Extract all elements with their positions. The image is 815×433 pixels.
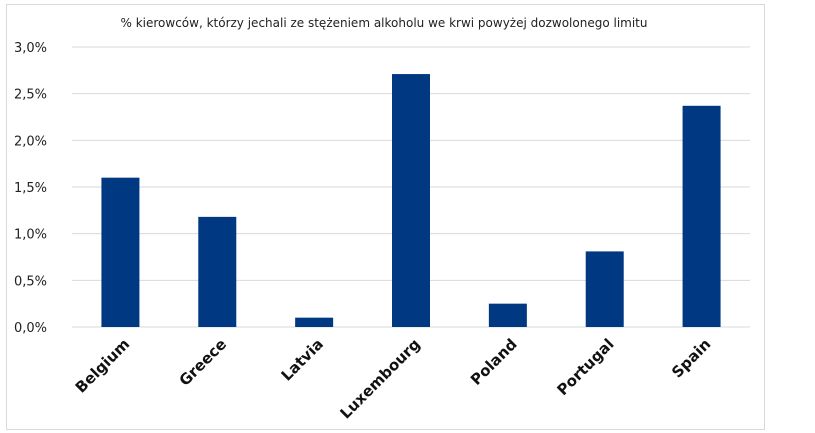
chart-title: % kierowców, którzy jechali ze stężeniem…	[120, 16, 647, 30]
y-tick-label: 2,5%	[14, 88, 47, 103]
y-tick-label: 0,0%	[14, 321, 47, 336]
y-axis-ticks: 0,0% 0,5% 1,0% 1,5% 2,0% 2,5% 3,0%	[14, 41, 47, 336]
y-tick-label: 2,0%	[14, 134, 47, 149]
bar-spain	[682, 105, 721, 327]
bar-luxembourg	[392, 74, 430, 327]
y-tick-label: 0,5%	[14, 274, 47, 289]
y-tick-label: 1,5%	[14, 181, 47, 196]
bar-poland	[488, 303, 527, 327]
x-tick-label-luxembourg: Luxembourg	[336, 335, 423, 422]
x-tick-label-belgium: Belgium	[72, 335, 133, 396]
x-tick-label-greece: Greece	[176, 335, 231, 390]
y-tick-label: 3,0%	[14, 41, 47, 56]
x-tick-label-spain: Spain	[668, 335, 714, 381]
x-tick-label-latvia: Latvia	[278, 335, 327, 384]
x-axis-labels: Belgium Greece Latvia Luxembourg Poland Portu…	[72, 335, 715, 422]
bar-belgium	[101, 177, 140, 327]
bars	[101, 74, 721, 327]
x-tick-label-poland: Poland	[467, 335, 521, 389]
bar-portugal	[585, 251, 624, 327]
x-tick-label-portugal: Portugal	[554, 335, 618, 399]
bar-latvia	[295, 317, 334, 327]
y-tick-label: 1,0%	[14, 228, 47, 243]
bar-greece	[198, 216, 237, 327]
